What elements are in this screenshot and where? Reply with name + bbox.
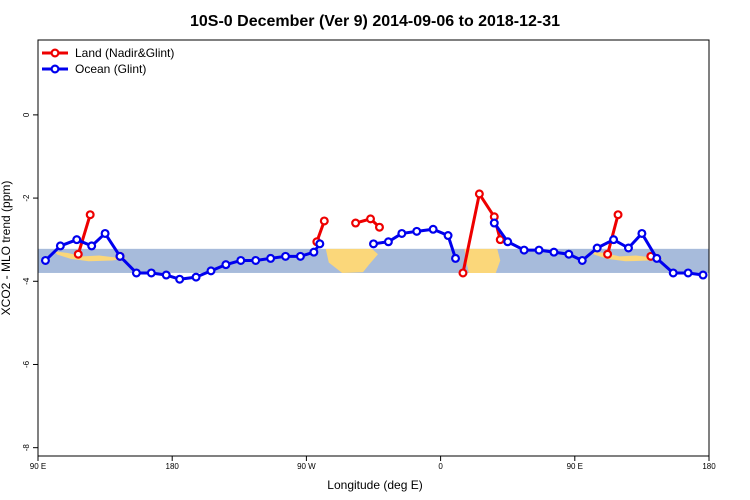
data-point <box>236 255 246 265</box>
data-point <box>397 228 407 238</box>
land-south-america <box>325 248 378 273</box>
data-point <box>683 268 693 278</box>
data-point <box>564 249 574 259</box>
data-point <box>115 251 125 261</box>
x-tick-label: 180 <box>166 462 180 471</box>
data-point <box>85 210 95 220</box>
data-point <box>443 231 453 241</box>
data-point <box>489 218 499 228</box>
x-axis-label: Longitude (deg E) <box>327 478 422 492</box>
x-axis: 90 E 180 90 W 0 90 E 180 <box>30 456 716 471</box>
x-tick-label: 90 E <box>567 462 583 471</box>
data-point <box>309 247 319 257</box>
data-point <box>221 260 231 270</box>
legend-label: Ocean (Glint) <box>75 62 146 76</box>
data-point <box>87 241 97 251</box>
data-point <box>319 216 329 226</box>
data-point <box>206 266 216 276</box>
chart-title: 10S-0 December (Ver 9) 2014-09-06 to 201… <box>190 13 560 30</box>
data-point <box>374 222 384 232</box>
data-point <box>73 249 83 259</box>
y-tick-label: -2 <box>22 194 31 202</box>
data-point <box>131 268 141 278</box>
series-layer <box>40 189 708 284</box>
data-point <box>603 249 613 259</box>
data-point <box>652 253 662 263</box>
x-tick-label: 180 <box>702 462 716 471</box>
y-tick-label: -8 <box>22 444 31 452</box>
series-land <box>73 189 656 278</box>
land-indonesia-east <box>591 251 665 262</box>
data-point <box>534 245 544 255</box>
legend-item: Land (Nadir&Glint) <box>42 46 174 60</box>
data-point <box>351 218 361 228</box>
legend-item: Ocean (Glint) <box>42 62 146 76</box>
data-point <box>315 239 325 249</box>
data-point <box>175 274 185 284</box>
data-point <box>40 255 50 265</box>
series-ocean <box>40 218 708 284</box>
data-point <box>577 255 587 265</box>
series-line <box>76 214 92 255</box>
data-point <box>549 247 559 257</box>
y-axis: 0 -2 -4 -6 -8 <box>22 112 38 451</box>
data-point <box>519 245 529 255</box>
data-point <box>383 237 393 247</box>
data-point <box>366 214 376 224</box>
data-point <box>609 235 619 245</box>
data-point <box>474 189 484 199</box>
x-tick-label: 0 <box>438 462 443 471</box>
legend: Land (Nadir&Glint) Ocean (Glint) <box>42 46 174 76</box>
legend-marker <box>50 48 60 58</box>
data-point <box>295 251 305 261</box>
data-point <box>503 237 513 247</box>
data-point <box>161 270 171 280</box>
data-point <box>668 268 678 278</box>
data-point <box>55 241 65 251</box>
data-point <box>251 255 261 265</box>
data-point <box>266 253 276 263</box>
x-tick-label: 90 E <box>30 462 46 471</box>
data-point <box>698 270 708 280</box>
data-point <box>412 226 422 236</box>
data-point <box>100 228 110 238</box>
data-point <box>458 268 468 278</box>
y-tick-label: -6 <box>22 360 31 368</box>
data-point <box>428 224 438 234</box>
data-point <box>72 235 82 245</box>
data-point <box>451 253 461 263</box>
data-point <box>281 251 291 261</box>
legend-label: Land (Nadir&Glint) <box>75 46 174 60</box>
data-point <box>637 228 647 238</box>
y-axis-label: XCO2 - MLO trend (ppm) <box>0 181 13 316</box>
data-point <box>613 210 623 220</box>
plot-frame <box>37 39 710 457</box>
y-tick-label: 0 <box>22 112 31 117</box>
data-point <box>623 243 633 253</box>
data-point <box>369 239 379 249</box>
y-tick-label: -4 <box>22 277 31 285</box>
land-africa <box>464 248 501 273</box>
series-line <box>606 214 620 255</box>
land-indonesia-west <box>54 251 128 262</box>
x-tick-label: 90 W <box>297 462 316 471</box>
legend-marker <box>50 64 60 74</box>
data-point <box>495 235 505 245</box>
data-point <box>592 243 602 253</box>
data-point <box>146 268 156 278</box>
data-point <box>191 272 201 282</box>
